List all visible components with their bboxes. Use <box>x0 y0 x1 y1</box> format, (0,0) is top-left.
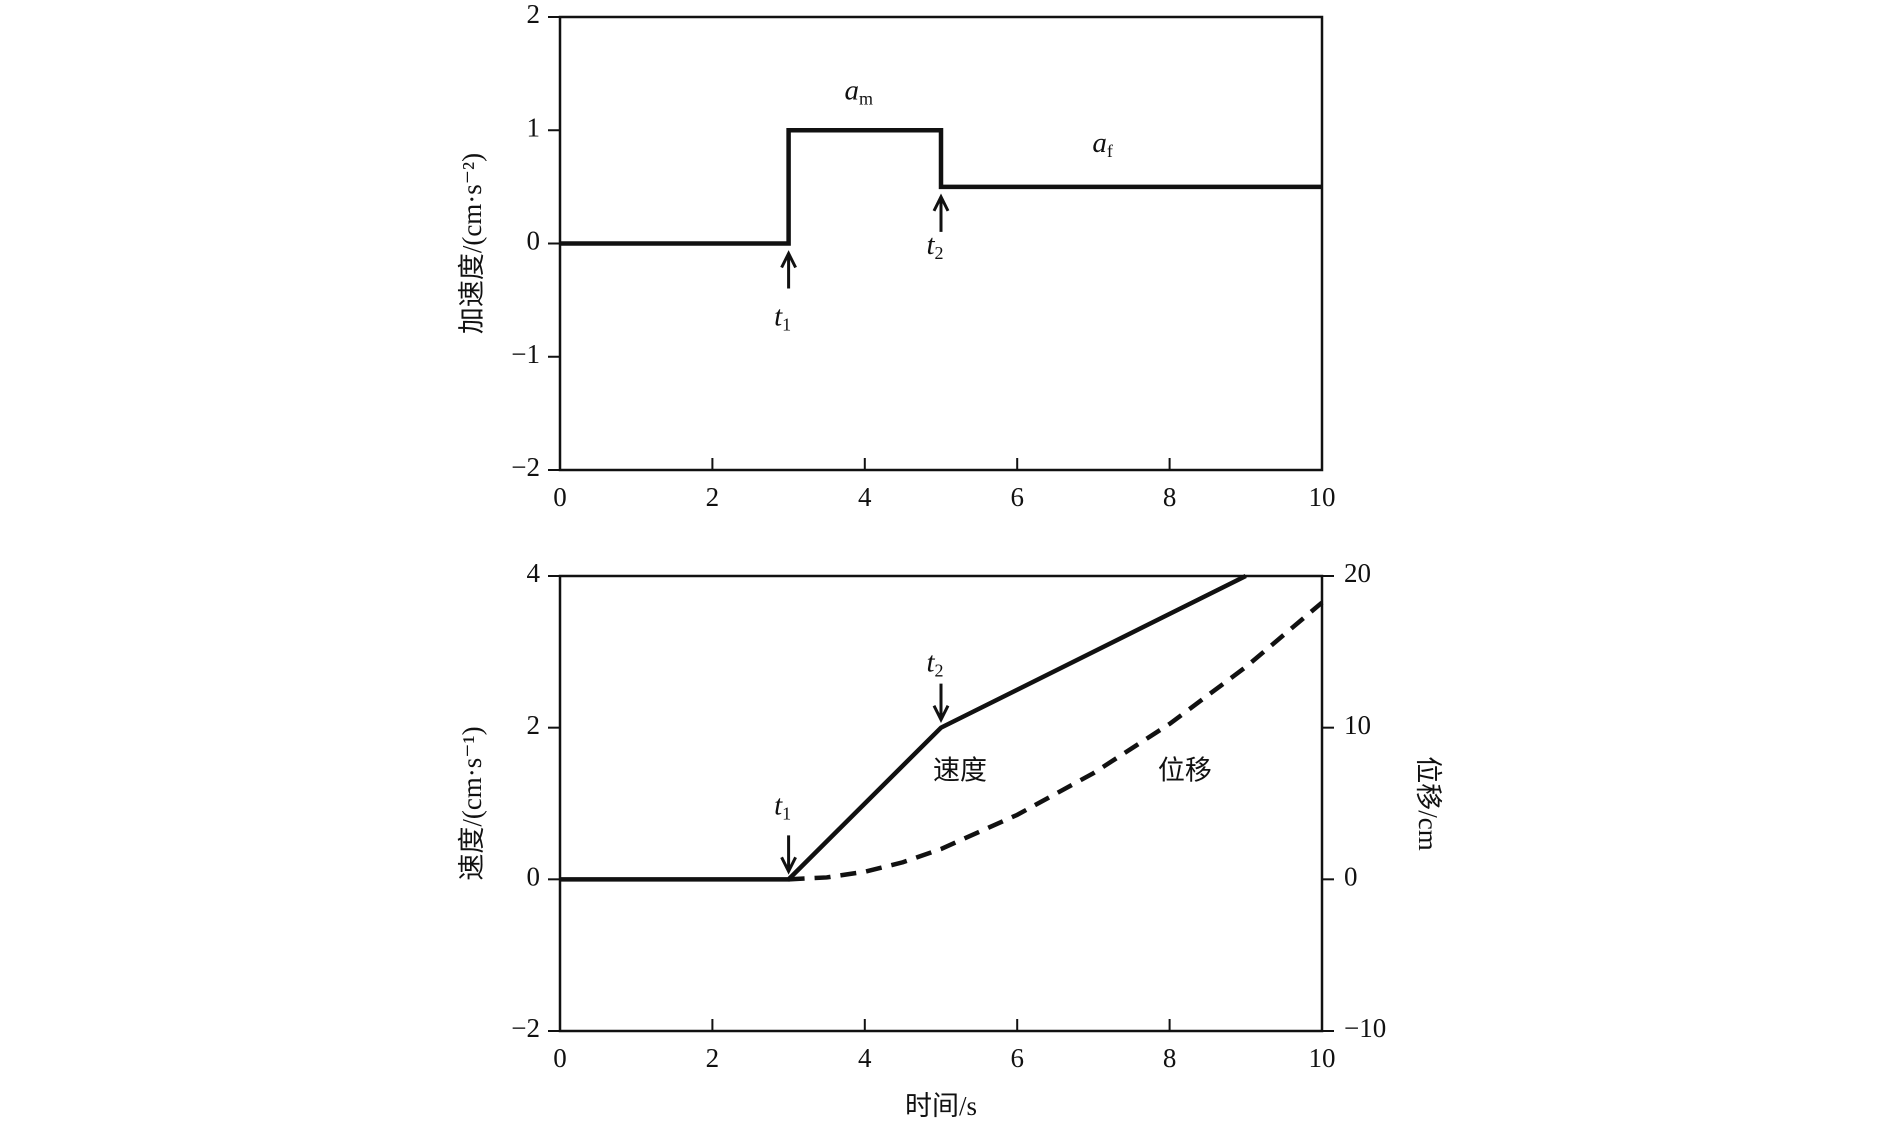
y-tick-label: 2 <box>527 710 541 740</box>
data-line <box>560 128 1322 246</box>
x-tick-label: 8 <box>1163 1043 1177 1073</box>
y-tick-label: −2 <box>511 1013 540 1043</box>
data-line <box>560 573 1247 882</box>
annotation: t2 <box>926 229 943 263</box>
plot-frame <box>558 574 1324 1033</box>
annotation-text: t <box>774 789 783 821</box>
x-axis-label: 时间/s <box>905 1091 977 1121</box>
y-tick-label: 4 <box>527 558 541 588</box>
annotation-text: a <box>1092 127 1107 159</box>
y2-tick-label: 20 <box>1344 558 1371 588</box>
annotation-text: t <box>926 646 935 678</box>
arrow <box>780 835 797 875</box>
annotation: t1 <box>774 789 791 823</box>
y-tick-label: −2 <box>511 452 540 482</box>
annotation: t2 <box>926 646 943 680</box>
y-tick-label: 2 <box>527 0 541 29</box>
y-tick-label: 0 <box>527 862 541 892</box>
x-tick-label: 2 <box>706 1043 720 1073</box>
annotation-sub: 2 <box>935 661 944 681</box>
x-tick-label: 4 <box>858 1043 872 1073</box>
arrow <box>932 683 950 724</box>
annotation: t1 <box>774 300 791 334</box>
x-tick-label: 2 <box>706 482 720 512</box>
arrow <box>932 193 950 232</box>
y-axis-label: 加速度/(cm·s⁻²) <box>457 153 487 334</box>
x-tick-label: 10 <box>1309 1043 1336 1073</box>
annotation-text: t <box>774 300 783 332</box>
annotation: af <box>1092 127 1113 161</box>
series-label: 速度 <box>933 755 987 785</box>
y-tick-label: 0 <box>527 226 541 256</box>
annotation-sub: 1 <box>782 803 791 823</box>
y-axis-label: 速度/(cm·s⁻¹) <box>457 726 487 880</box>
annotation-text: a <box>845 74 860 106</box>
x-tick-label: 6 <box>1010 1043 1024 1073</box>
x-tick-label: 0 <box>553 482 567 512</box>
x-tick-label: 10 <box>1309 482 1336 512</box>
arrow <box>780 250 797 289</box>
annotation-sub: f <box>1107 141 1113 161</box>
annotation-sub: m <box>859 88 873 108</box>
y-tick-label: −1 <box>511 339 540 369</box>
data-line <box>788 600 1324 882</box>
y2-tick-label: 0 <box>1344 862 1358 892</box>
x-tick-label: 0 <box>553 1043 567 1073</box>
x-tick-label: 6 <box>1010 482 1024 512</box>
x-tick-label: 8 <box>1163 482 1177 512</box>
y2-axis-label: 位移/cm <box>1413 756 1443 851</box>
annotation-text: t <box>926 229 935 261</box>
y2-tick-label: −10 <box>1344 1013 1386 1043</box>
annotation: am <box>845 74 874 108</box>
x-tick-label: 4 <box>858 482 872 512</box>
annotation-sub: 1 <box>782 315 791 335</box>
annotation-sub: 2 <box>935 243 944 263</box>
y2-tick-label: 10 <box>1344 710 1371 740</box>
series-label: 位移 <box>1158 755 1212 785</box>
y-tick-label: 1 <box>527 112 541 142</box>
